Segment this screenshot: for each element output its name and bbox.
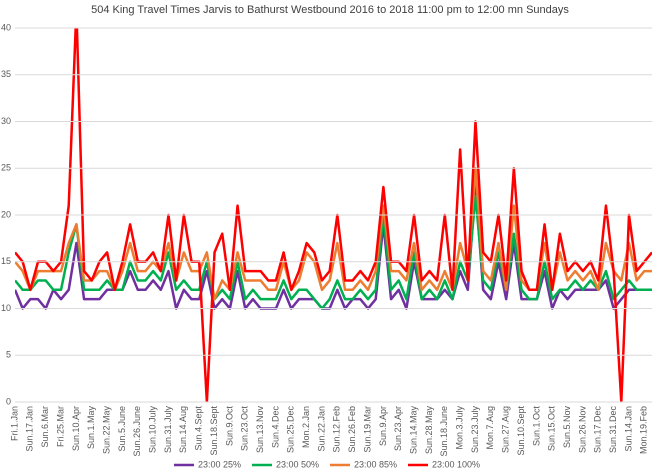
x-tick-label: Sun.1.Oct: [531, 406, 541, 447]
x-tick-label: Mon.3.July: [455, 406, 465, 450]
legend-label: 23:00 50%: [276, 459, 319, 469]
x-tick-label: Sun.10.Apr: [71, 406, 81, 451]
x-tick-label: Sun.10.Sept: [516, 406, 526, 456]
y-tick-label: 10: [1, 303, 11, 313]
x-tick-label: Sun.5.June: [117, 406, 127, 452]
x-tick-label: Sun.17.Jan: [25, 406, 35, 452]
x-tick-label: Sun.27.Aug: [501, 406, 511, 453]
x-tick-label: Sun.26.Nov: [577, 406, 587, 454]
series-line: [15, 28, 652, 402]
x-tick-label: Sun.26.June: [132, 406, 142, 457]
y-tick-label: 30: [1, 116, 11, 126]
x-tick-label: Sun.19.Mar: [362, 406, 372, 453]
y-tick-label: 20: [1, 209, 11, 219]
legend-label: 23:00 100%: [432, 459, 480, 469]
x-tick-label: Fri.1.Jan: [9, 406, 19, 441]
legend-label: 23:00 85%: [354, 459, 397, 469]
x-tick-label: Fri.25.Mar: [55, 406, 65, 447]
y-tick-label: 15: [1, 256, 11, 266]
x-tick-label: Sun.9.Apr: [378, 406, 388, 446]
x-tick-label: Sun.28.May: [424, 406, 434, 455]
x-tick-label: Mon.2.Jan: [301, 406, 311, 448]
x-tick-label: Sun.23.Oct: [240, 406, 250, 452]
y-tick-label: 0: [6, 396, 11, 406]
x-tick-label: Sun.26.Feb: [347, 406, 357, 453]
series-line: [15, 195, 652, 310]
x-tick-label: Sun.17.Dec: [593, 406, 603, 454]
plot-area: [15, 28, 652, 402]
x-tick-label: Sun.14.May: [408, 406, 418, 455]
x-tick-label: Sun.6.Mar: [40, 406, 50, 448]
x-tick-label: Sun.23.July: [470, 406, 480, 454]
y-tick-label: 25: [1, 163, 11, 173]
x-tick-label: Sun.1.May: [86, 406, 96, 450]
legend-label: 23:00 25%: [198, 459, 241, 469]
x-tick-label: Sun.31.July: [163, 406, 173, 454]
x-tick-label: Sun.12.Feb: [332, 406, 342, 453]
x-tick-label: Sun.18.Sept: [209, 406, 219, 456]
x-tick-label: Sun.15.Oct: [547, 406, 557, 452]
x-tick-label: Mon.19.Feb: [639, 406, 649, 454]
y-tick-label: 40: [1, 22, 11, 32]
x-tick-label: Sun.25.Dec: [286, 406, 296, 454]
x-tick-label: Sun.9.Oct: [224, 406, 234, 447]
x-tick-label: Sun.4.Dec: [270, 406, 280, 449]
x-tick-label: Sun.4.Sept: [194, 406, 204, 451]
x-tick-label: Mon.7.Aug: [485, 406, 495, 450]
x-tick-label: Sun.31.Dec: [608, 406, 618, 454]
x-tick-label: Sun.14.Aug: [178, 406, 188, 453]
series-line: [15, 167, 652, 301]
x-tick-label: Sun.18.June: [439, 406, 449, 457]
chart-title: 504 King Travel Times Jarvis to Bathurst…: [91, 4, 569, 16]
x-tick-label: Sun.10.July: [148, 406, 158, 454]
y-tick-label: 5: [6, 350, 11, 360]
x-tick-label: Sun.22.May: [101, 406, 111, 455]
x-tick-label: Sun.13.Nov: [255, 406, 265, 454]
y-tick-label: 35: [1, 69, 11, 79]
x-tick-label: Sun.14.Jan: [623, 406, 633, 452]
x-tick-label: Sun.5.Nov: [562, 406, 572, 449]
x-tick-label: Sun.23.Apr: [393, 406, 403, 451]
x-tick-label: Sun.22.Jan: [316, 406, 326, 452]
